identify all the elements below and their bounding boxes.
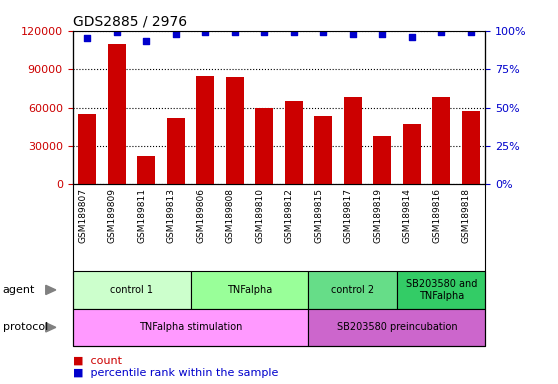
Text: GSM189817: GSM189817 — [344, 188, 353, 243]
Bar — [432, 97, 450, 184]
Point — [437, 29, 446, 35]
Bar — [196, 76, 214, 184]
Text: GSM189813: GSM189813 — [167, 188, 176, 243]
Text: ■  percentile rank within the sample: ■ percentile rank within the sample — [73, 368, 278, 378]
Point — [112, 29, 121, 35]
Bar — [285, 101, 302, 184]
Text: ■  count: ■ count — [73, 355, 122, 365]
Point — [201, 29, 210, 35]
Bar — [79, 114, 96, 184]
Text: GSM189807: GSM189807 — [78, 188, 87, 243]
Bar — [226, 77, 244, 184]
Bar — [344, 97, 362, 184]
Point — [289, 29, 298, 35]
Text: GSM189809: GSM189809 — [108, 188, 117, 243]
Text: GSM189816: GSM189816 — [432, 188, 441, 243]
Text: control 2: control 2 — [331, 285, 374, 295]
Bar — [373, 136, 391, 184]
Text: agent: agent — [3, 285, 35, 295]
Text: GSM189808: GSM189808 — [226, 188, 235, 243]
Point — [378, 31, 387, 37]
Point — [142, 38, 151, 45]
Text: GDS2885 / 2976: GDS2885 / 2976 — [73, 14, 187, 28]
Point — [83, 35, 92, 41]
Text: GSM189818: GSM189818 — [461, 188, 471, 243]
Bar — [108, 43, 126, 184]
Text: GSM189815: GSM189815 — [314, 188, 323, 243]
Point — [319, 29, 328, 35]
Text: GSM189806: GSM189806 — [196, 188, 205, 243]
Text: GSM189819: GSM189819 — [373, 188, 382, 243]
Point — [230, 29, 239, 35]
Text: TNFalpha stimulation: TNFalpha stimulation — [139, 322, 242, 333]
Text: GSM189814: GSM189814 — [403, 188, 412, 243]
Text: protocol: protocol — [3, 322, 48, 333]
Point — [260, 29, 269, 35]
Text: SB203580 and
TNFalpha: SB203580 and TNFalpha — [406, 279, 477, 301]
Bar — [462, 111, 479, 184]
Bar — [137, 156, 155, 184]
Bar — [403, 124, 421, 184]
Text: GSM189812: GSM189812 — [285, 188, 294, 243]
Bar — [314, 116, 332, 184]
Bar — [256, 108, 273, 184]
Text: control 1: control 1 — [110, 285, 153, 295]
Point — [407, 34, 416, 40]
Point — [171, 31, 180, 37]
Text: GSM189810: GSM189810 — [255, 188, 264, 243]
Bar — [167, 118, 185, 184]
Text: SB203580 preincubation: SB203580 preincubation — [336, 322, 458, 333]
Point — [466, 29, 475, 35]
Point — [348, 31, 357, 37]
Text: GSM189811: GSM189811 — [137, 188, 146, 243]
Text: TNFalpha: TNFalpha — [227, 285, 272, 295]
